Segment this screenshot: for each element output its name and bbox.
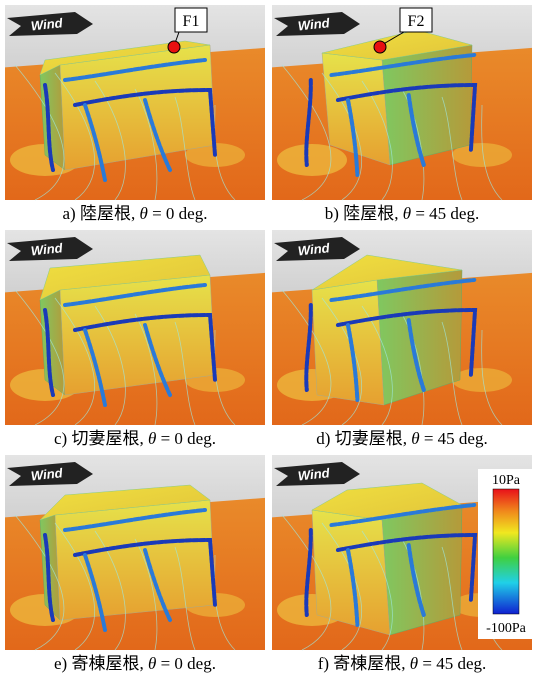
panel: Wind <box>5 455 265 650</box>
caption-suffix: = 45 deg. <box>420 429 488 448</box>
building-side <box>382 45 472 165</box>
caption-suffix: = 0 deg. <box>148 204 208 223</box>
caption-symbol: θ <box>410 654 418 673</box>
pressure-spot <box>277 144 347 176</box>
panel: Wind <box>272 230 532 425</box>
colorbar-scale <box>493 489 519 614</box>
caption-symbol: θ <box>148 429 156 448</box>
caption: a) 陸屋根, θ = 0 deg. <box>63 204 208 223</box>
caption: f) 寄棟屋根, θ = 45 deg. <box>318 654 487 673</box>
caption-prefix: d) 切妻屋根, <box>316 429 411 448</box>
marker-point <box>168 41 180 53</box>
caption-prefix: b) 陸屋根, <box>325 204 403 223</box>
caption-suffix: = 45 deg. <box>418 654 486 673</box>
marker-point <box>374 41 386 53</box>
panel: Wind <box>5 230 265 425</box>
caption-suffix: = 45 deg. <box>411 204 479 223</box>
colorbar-min-label: -100Pa <box>486 621 526 636</box>
caption: c) 切妻屋根, θ = 0 deg. <box>54 429 216 448</box>
colorbar-max-label: 10Pa <box>492 473 521 488</box>
caption-prefix: a) 陸屋根, <box>63 204 140 223</box>
colorbar: 10Pa -100Pa <box>478 469 534 639</box>
caption-symbol: θ <box>403 204 411 223</box>
caption-suffix: = 0 deg. <box>156 654 216 673</box>
marker-label: F2 <box>408 13 425 30</box>
caption-symbol: θ <box>411 429 419 448</box>
caption-prefix: e) 寄棟屋根, <box>54 654 148 673</box>
caption: d) 切妻屋根, θ = 45 deg. <box>316 429 487 448</box>
caption: e) 寄棟屋根, θ = 0 deg. <box>54 654 216 673</box>
marker-label: F1 <box>183 13 200 30</box>
figure: WindF1WindF2WindWindWindWinda) 陸屋根, θ = … <box>0 0 535 676</box>
caption: b) 陸屋根, θ = 45 deg. <box>325 204 479 223</box>
caption-symbol: θ <box>148 654 156 673</box>
caption-prefix: f) 寄棟屋根, <box>318 654 410 673</box>
caption-prefix: c) 切妻屋根, <box>54 429 148 448</box>
caption-symbol: θ <box>139 204 147 223</box>
caption-suffix: = 0 deg. <box>156 429 216 448</box>
